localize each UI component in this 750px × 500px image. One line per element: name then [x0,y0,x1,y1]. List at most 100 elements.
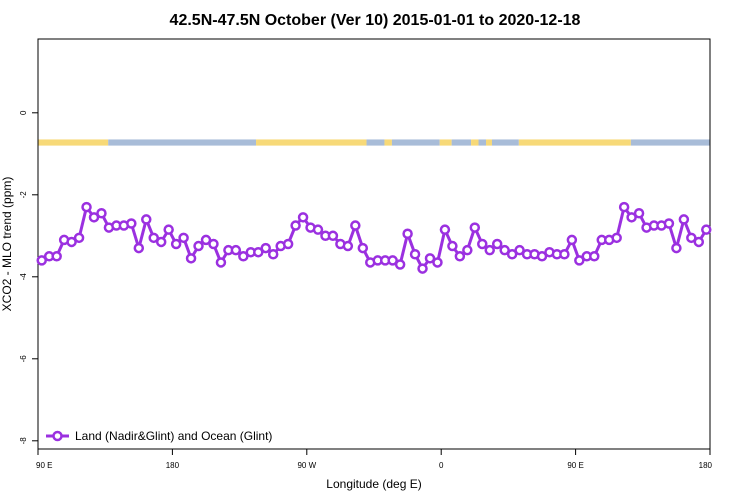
data-point [671,242,682,254]
data-point [574,255,585,266]
x-axis: 90 E 180 90 W 0 90 E 180 [36,449,713,470]
x-axis-label: Longitude (deg E) [326,477,421,491]
data-point [424,253,436,264]
data-point [477,238,488,250]
data-point [253,246,264,258]
data-point [290,220,301,231]
data-point [499,244,510,256]
data-point [454,251,466,262]
data-point [148,232,159,244]
data-point [514,244,525,256]
legend-label: Land (Nadir&Glint) and Ocean (Glint) [75,429,272,443]
data-point [469,222,481,233]
data-point [589,251,600,262]
data-point [678,214,690,225]
series-layer [36,201,712,274]
data-point [618,201,630,213]
data-point [447,240,458,252]
data-point [96,208,107,219]
legend: Land (Nadir&Glint) and Ocean (Glint) [46,429,272,443]
surface-band [38,139,710,146]
data-point [327,230,339,242]
data-point [297,212,309,223]
data-point [462,244,473,256]
y-tick-label: -2 [19,191,28,199]
data-point [163,224,174,235]
data-point [506,249,518,260]
data-point [81,201,92,213]
surface-band-ocean [391,139,440,146]
data-point [155,236,167,248]
data-point [350,220,361,231]
x-tick-label: 90 W [297,461,316,470]
plot-frame [37,38,711,450]
data-point [536,251,548,262]
x-tick-label: 0 [439,461,444,470]
data-point [133,242,145,254]
data-point [566,234,578,246]
data-point [238,251,249,262]
x-tick-label: 180 [166,461,180,470]
data-point [387,255,398,266]
chart-title: 42.5N-47.5N October (Ver 10) 2015-01-01 … [170,12,581,29]
data-point [484,244,495,256]
x-tick-label: 90 E [567,461,583,470]
surface-band-land [38,139,109,146]
data-point [185,253,197,264]
y-axis: 0 -2 -4 -6 -8 [19,110,38,444]
data-point [200,234,212,246]
data-point [126,218,137,229]
data-point [701,224,712,235]
data-point [611,232,622,244]
y-tick-label: 0 [19,110,28,115]
data-point [215,257,227,268]
surface-band-ocean [491,139,519,146]
x-tick-label: 180 [699,461,713,470]
data-point [260,242,271,254]
data-point [686,232,697,244]
y-tick-label: -6 [19,355,28,363]
data-point [394,259,406,270]
y-tick-label: -8 [19,437,28,445]
surface-band-land [486,139,492,146]
y-tick-label: -4 [19,273,28,281]
data-point [170,238,182,250]
surface-band-land [471,139,479,146]
data-point [312,224,324,235]
surface-band-ocean [108,139,257,146]
data-point [267,249,279,260]
data-point [88,212,100,223]
data-point [73,232,85,244]
data-point [626,212,637,223]
data-point [178,232,189,244]
data-point [51,251,62,262]
surface-band-ocean [630,139,710,146]
surface-band-land [439,139,452,146]
data-point [230,244,242,256]
x-tick-label: 90 E [36,461,52,470]
data-point [693,236,705,248]
surface-band-ocean [478,139,486,146]
data-point [409,249,421,260]
data-point [417,263,428,274]
data-point [208,238,219,250]
data-point [36,255,47,266]
data-point [559,249,570,260]
data-point [491,238,503,250]
data-point [633,208,645,219]
surface-band-land [518,139,631,146]
data-point [439,224,451,235]
surface-band-land [256,139,367,146]
data-point [357,242,369,254]
y-axis-label: XCO2 - MLO trend (ppm) [0,177,14,312]
surface-band-land [384,139,392,146]
surface-band-ocean [366,139,385,146]
data-point [342,240,354,252]
data-point [663,218,675,229]
data-point [282,238,294,250]
data-point [193,240,204,252]
surface-band-ocean [451,139,472,146]
data-point [432,257,443,268]
data-point [402,228,413,239]
